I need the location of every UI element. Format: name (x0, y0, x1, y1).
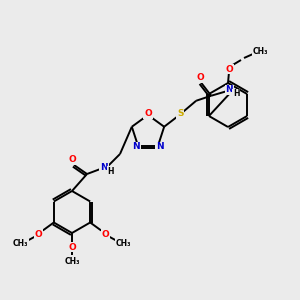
Text: O: O (101, 230, 109, 239)
Text: O: O (196, 73, 204, 82)
Text: S: S (177, 109, 183, 118)
Text: O: O (68, 155, 76, 164)
Text: N: N (100, 163, 108, 172)
Text: O: O (144, 110, 152, 118)
Text: H: H (108, 167, 114, 176)
Text: N: N (156, 142, 164, 151)
Text: O: O (68, 242, 76, 251)
Text: CH₃: CH₃ (13, 239, 28, 248)
Text: CH₃: CH₃ (116, 239, 131, 248)
Text: N: N (132, 142, 140, 151)
Text: H: H (233, 89, 239, 98)
Text: O: O (35, 230, 43, 239)
Text: CH₃: CH₃ (252, 47, 268, 56)
Text: O: O (225, 64, 233, 74)
Text: N: N (225, 85, 233, 94)
Text: CH₃: CH₃ (64, 256, 80, 266)
